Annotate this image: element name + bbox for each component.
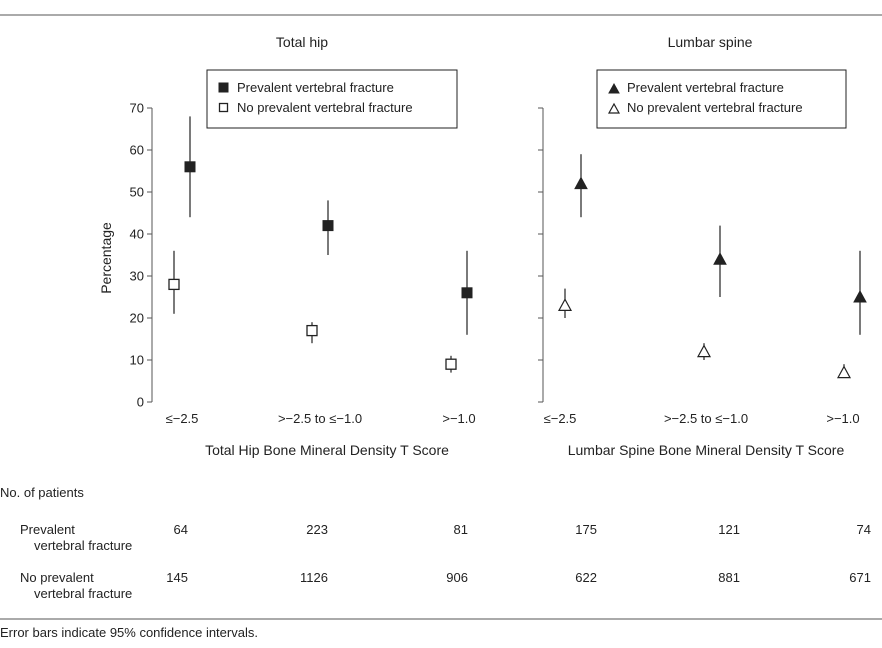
legend-marker-open-square	[218, 102, 229, 113]
y-tick-label: 70	[130, 101, 144, 116]
table-cell: 81	[454, 522, 468, 537]
x-axis-label-lumbar-spine: Lumbar Spine Bone Mineral Density T Scor…	[568, 442, 845, 458]
data-point-filled-square	[461, 287, 473, 299]
x-tick-label: >−2.5 to ≤−1.0	[278, 411, 362, 426]
legend-marker-filled-triangle	[608, 82, 620, 94]
legend-marker-filled-square	[218, 82, 229, 93]
table-cell: 881	[718, 570, 740, 585]
x-tick-label: ≤−2.5	[166, 411, 199, 426]
data-point-filled-triangle	[853, 289, 867, 303]
x-tick-label: ≤−2.5	[544, 411, 577, 426]
data-point-open-triangle	[557, 298, 573, 311]
panel-title-total-hip: Total hip	[276, 34, 328, 50]
x-tick-label: >−2.5 to ≤−1.0	[664, 411, 748, 426]
y-axis-label: Percentage	[98, 222, 114, 294]
footnote: Error bars indicate 95% confidence inter…	[0, 625, 258, 640]
data-point-open-square	[168, 278, 180, 291]
table-cell: 223	[306, 522, 328, 537]
legend-label: Prevalent vertebral fracture	[237, 80, 394, 95]
chart-panel: ≤−2.5 >−2.5 to ≤−1.0 >−1.0	[538, 107, 867, 426]
y-tick-label: 50	[130, 185, 144, 200]
data-point-filled-square	[184, 161, 196, 173]
legend-lumbar-spine: Prevalent vertebral fracture No prevalen…	[596, 69, 847, 129]
table-cell: 622	[575, 570, 597, 585]
data-point-open-triangle	[836, 365, 852, 379]
row-label: vertebral fracture	[34, 538, 132, 553]
y-tick-label: 30	[130, 269, 144, 284]
table-cell: 64	[174, 522, 188, 537]
chart-panel: 0 10 20 30 40 50 60 70 ≤−2.5 >−2.5 to ≤−1.0 >−1.0	[130, 101, 476, 427]
table-cell: 121	[718, 522, 740, 537]
y-tick-label: 0	[137, 395, 144, 410]
table-heading: No. of patients	[0, 485, 84, 500]
data-point-open-square	[306, 324, 318, 337]
row-label: No prevalent	[20, 570, 94, 585]
table-cell: 906	[446, 570, 468, 585]
table-cell: 1126	[300, 570, 328, 585]
row-label: vertebral fracture	[34, 586, 132, 601]
y-tick-label: 20	[130, 311, 144, 326]
y-tick-label: 10	[130, 353, 144, 368]
row-label: Prevalent	[20, 522, 75, 537]
table-cell: 74	[857, 522, 871, 537]
x-axis-label-total-hip: Total Hip Bone Mineral Density T Score	[205, 442, 449, 458]
panel-title-lumbar-spine: Lumbar spine	[668, 34, 753, 50]
table-cell: 175	[575, 522, 597, 537]
table-cell: 145	[166, 570, 188, 585]
y-tick-label: 40	[130, 227, 144, 242]
legend-marker-open-triangle	[607, 102, 621, 114]
patients-table: No. of patients Prevalent vertebral frac…	[0, 485, 871, 601]
legend-label: No prevalent vertebral fracture	[627, 100, 803, 115]
data-point-filled-triangle	[713, 252, 727, 265]
data-point-filled-triangle	[574, 176, 588, 190]
legend-total-hip: Prevalent vertebral fracture No prevalen…	[206, 69, 458, 129]
x-tick-label: >−1.0	[826, 411, 859, 426]
legend-label: Prevalent vertebral fracture	[627, 80, 784, 95]
y-tick-label: 60	[130, 143, 144, 158]
data-point-filled-square	[322, 220, 334, 232]
table-cell: 671	[849, 570, 871, 585]
data-point-open-triangle	[696, 344, 712, 358]
x-tick-label: >−1.0	[442, 411, 475, 426]
data-point-open-square	[445, 358, 457, 370]
legend-label: No prevalent vertebral fracture	[237, 100, 413, 115]
